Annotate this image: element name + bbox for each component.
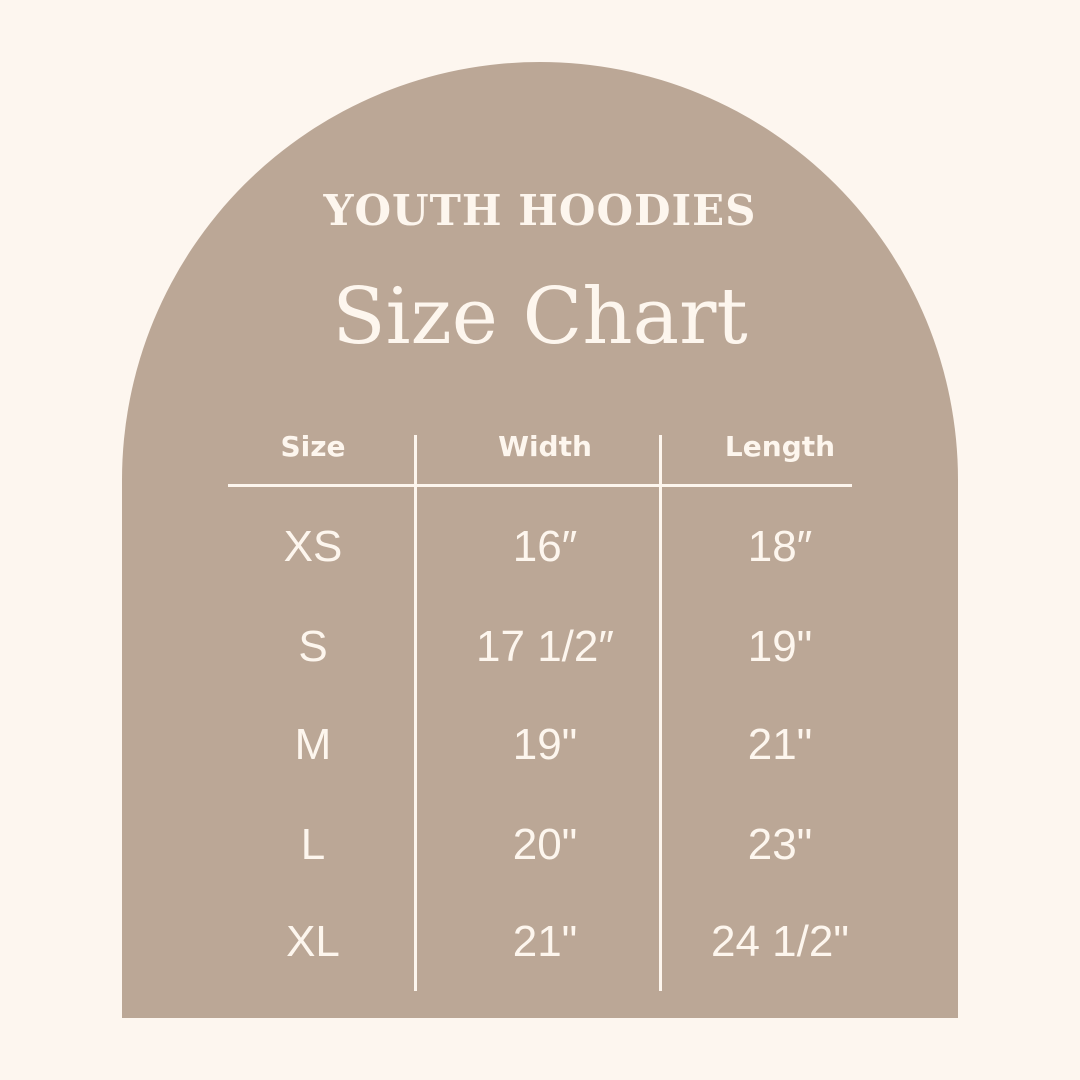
table-cell: 21" bbox=[512, 917, 578, 966]
table-cell: L bbox=[300, 820, 326, 869]
table-cell: XL bbox=[286, 917, 340, 966]
table-cell: 17 1/2″ bbox=[476, 622, 614, 671]
table-cell: 16″ bbox=[512, 522, 578, 571]
table-cell: 19" bbox=[747, 622, 813, 671]
arch-background bbox=[122, 62, 958, 1018]
table-cell: S bbox=[298, 622, 328, 671]
subtitle: YOUTH HOODIES bbox=[323, 186, 757, 235]
table-cell: 20" bbox=[512, 820, 578, 869]
column-divider bbox=[659, 435, 662, 991]
column-header: Size bbox=[280, 430, 346, 463]
column-header: Length bbox=[724, 430, 836, 463]
column-header: Width bbox=[498, 430, 592, 463]
table-cell: M bbox=[294, 720, 332, 769]
table-cell: 19" bbox=[512, 720, 578, 769]
table-cell: XS bbox=[283, 522, 343, 571]
column-divider bbox=[414, 435, 417, 991]
table-cell: 18″ bbox=[747, 522, 813, 571]
header-divider bbox=[228, 484, 852, 487]
table-cell: 23" bbox=[747, 820, 813, 869]
page-title: Size Chart bbox=[332, 272, 748, 362]
table-cell: 21" bbox=[747, 720, 813, 769]
table-cell: 24 1/2" bbox=[711, 917, 849, 966]
